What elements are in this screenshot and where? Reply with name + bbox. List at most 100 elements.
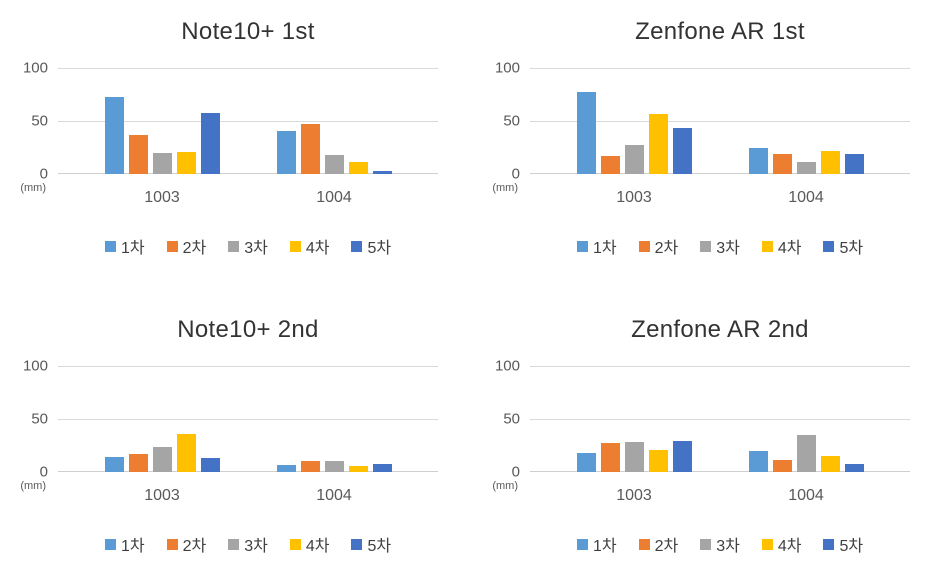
bar-1004-series-1 — [276, 130, 296, 174]
bar-1003-series-5 — [200, 112, 220, 174]
legend-item: 2차 — [166, 234, 206, 258]
y-axis-unit-label: (mm) — [492, 182, 518, 194]
legend-label: 5차 — [839, 538, 864, 555]
y-tick-0: 0 — [39, 165, 48, 183]
legend-item: 4차 — [761, 532, 801, 556]
x-category-label: 1003 — [144, 487, 180, 504]
legend-item: 3차 — [228, 234, 268, 258]
legend-item: 2차 — [166, 532, 206, 556]
bar-1004-series-3 — [324, 154, 344, 174]
legend-item: 5차 — [823, 532, 863, 556]
bar-1004-series-4 — [820, 456, 840, 472]
legend-swatch-series-2 — [638, 240, 650, 252]
legend: 1차 2차 3차 4차 5차 — [530, 532, 910, 556]
bar-1003-series-5 — [672, 128, 692, 174]
y-axis-unit-label: (mm) — [20, 480, 46, 492]
legend: 1차 2차 3차 4차 5차 — [58, 532, 438, 556]
bar-1003-series-2 — [128, 453, 148, 472]
legend-item: 4차 — [289, 234, 330, 258]
legend-label: 3차 — [716, 240, 740, 257]
legend-swatch-series-2 — [638, 538, 650, 550]
legend-item: 5차 — [351, 234, 391, 258]
bar-group-1004 — [276, 366, 392, 472]
bar-1004-series-4 — [348, 162, 368, 174]
gridline-50 — [58, 121, 438, 122]
legend-label: 5차 — [367, 538, 392, 555]
bar-group-1003 — [576, 68, 692, 174]
y-tick-50: 50 — [31, 112, 48, 130]
bar-groups — [530, 68, 910, 174]
legend-swatch-series-1 — [104, 240, 116, 252]
bar-1003-series-1 — [104, 457, 124, 472]
chart-panel-note10-1st: Note10+ 1st 100 50 0 (mm) — [10, 14, 438, 258]
legend-swatch-series-1 — [104, 538, 116, 550]
plot-area — [530, 68, 910, 174]
legend-swatch-series-4 — [761, 240, 773, 252]
bar-1004-series-1 — [276, 464, 296, 472]
legend-label: 2차 — [654, 538, 679, 555]
legend-swatch-series-1 — [576, 538, 588, 550]
bar-1004-series-2 — [300, 461, 320, 472]
chart-title: Zenfone AR 2nd — [631, 316, 809, 343]
y-tick-100: 100 — [494, 357, 520, 375]
y-axis-unit-label: (mm) — [20, 182, 46, 194]
bar-1003-series-3 — [624, 145, 644, 174]
chart-body: 100 50 0 (mm) — [482, 358, 910, 493]
bar-1003-series-3 — [624, 442, 644, 472]
x-category-label: 1003 — [144, 189, 180, 206]
legend: 1차 2차 3차 4차 5차 — [58, 234, 438, 258]
legend-item: 1차 — [576, 532, 617, 556]
x-category-label: 1004 — [788, 189, 824, 206]
legend-swatch-series-3 — [700, 240, 712, 252]
legend-item: 2차 — [638, 234, 678, 258]
chart-panel-note10-2nd: Note10+ 2nd 100 50 0 (mm) — [10, 312, 438, 556]
y-tick-0: 0 — [39, 463, 48, 481]
axis-baseline — [58, 471, 438, 472]
legend-item: 1차 — [576, 234, 617, 258]
x-category-label: 1004 — [788, 487, 824, 504]
x-category-label: 1004 — [316, 487, 352, 504]
legend-swatch-series-5 — [823, 240, 835, 252]
legend-label: 1차 — [592, 240, 617, 257]
legend: 1차 2차 3차 4차 5차 — [530, 234, 910, 258]
bar-1004-series-3 — [796, 162, 816, 174]
legend-swatch-series-2 — [166, 538, 178, 550]
bar-1004-series-5 — [372, 170, 392, 174]
gridline-100 — [58, 68, 438, 69]
bar-1003-series-3 — [152, 152, 172, 174]
gridline-50 — [58, 419, 438, 420]
bar-group-1003 — [576, 366, 692, 472]
x-axis-labels: 1003 1004 — [58, 487, 438, 505]
bar-1003-series-1 — [576, 92, 596, 174]
bar-1004-series-5 — [372, 463, 392, 472]
bar-1004-series-3 — [796, 434, 816, 472]
x-axis-labels: 1003 1004 — [530, 487, 910, 505]
legend-label: 1차 — [120, 240, 145, 257]
legend-item: 3차 — [700, 532, 740, 556]
bar-1003-series-4 — [176, 433, 196, 472]
y-tick-100: 100 — [22, 357, 48, 375]
chart-body: 100 50 0 (mm) — [482, 60, 910, 194]
legend-item: 3차 — [228, 532, 268, 556]
bar-1003-series-4 — [176, 151, 196, 174]
legend-swatch-series-3 — [228, 538, 240, 550]
bar-1004-series-3 — [324, 461, 344, 472]
bar-1003-series-4 — [648, 449, 668, 472]
legend-label: 4차 — [305, 240, 330, 257]
bar-group-1004 — [748, 68, 864, 174]
gridline-100 — [58, 366, 438, 367]
legend-item: 3차 — [700, 234, 740, 258]
bar-1004-series-2 — [772, 153, 792, 174]
axis-baseline — [530, 173, 910, 174]
bar-group-1003 — [104, 366, 220, 472]
y-tick-50: 50 — [503, 112, 520, 130]
legend-label: 1차 — [120, 538, 145, 555]
legend-item: 1차 — [104, 532, 145, 556]
y-axis-unit-label: (mm) — [492, 480, 518, 492]
legend-swatch-series-4 — [289, 240, 301, 252]
y-axis: 100 50 0 (mm) — [482, 358, 530, 493]
legend-label: 4차 — [305, 538, 330, 555]
legend-swatch-series-5 — [351, 240, 363, 252]
axis-baseline — [530, 471, 910, 472]
bar-1004-series-5 — [844, 463, 864, 472]
